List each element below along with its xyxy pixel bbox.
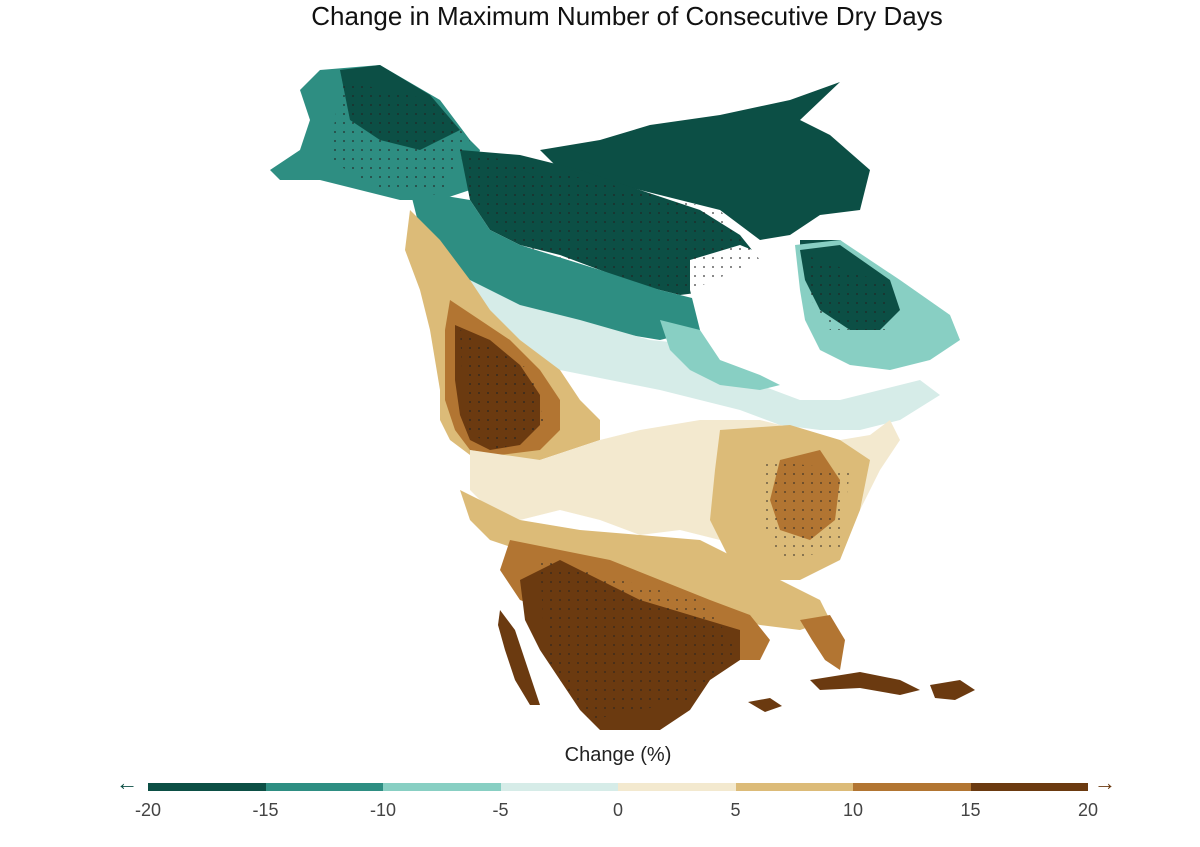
legend-tick-label: -15 [252,800,279,820]
canada-teal-band [660,320,780,390]
hispaniola [930,680,975,700]
legend-segment [148,783,266,791]
legend-segment [735,783,853,791]
stipple-north [460,150,760,295]
legend-tick-label: 15 [960,800,981,820]
legend-tick-label: -10 [369,800,397,820]
legend-segment [618,783,736,791]
legend-segment [265,783,383,791]
legend-segment [970,783,1088,791]
map-title: Change in Maximum Number of Consecutive … [311,1,943,31]
stipple-labrador [805,255,890,330]
color-scale-bar [148,783,1088,791]
cuba [810,672,920,695]
legend-tick-label: 10 [842,800,864,820]
stipple-south [540,560,740,720]
legend-tick-label: 0 [612,800,624,820]
baja [498,610,540,705]
legend-segment [500,783,618,791]
us-south-tan [460,490,830,630]
legend-title: Change (%) [564,744,672,766]
jamaica [748,698,782,712]
legend-segment [853,783,971,791]
canada-teal [410,190,700,340]
stipple-alaska [330,80,470,195]
north-america-map [270,65,975,730]
legend-segment [383,783,501,791]
arrow-left-icon: ← [116,770,138,795]
arrow-right-icon: → [1094,770,1116,795]
legend-tick-label: 20 [1077,800,1099,820]
map-panel [0,40,1200,730]
florida [800,615,845,670]
arctic-islands [540,82,870,240]
stipple-pnw [460,330,545,450]
stipple-east [760,460,850,560]
legend-tick-label: -5 [492,800,509,820]
legend-tick-label: -20 [134,800,162,820]
legend-tick-label: 5 [730,800,741,820]
